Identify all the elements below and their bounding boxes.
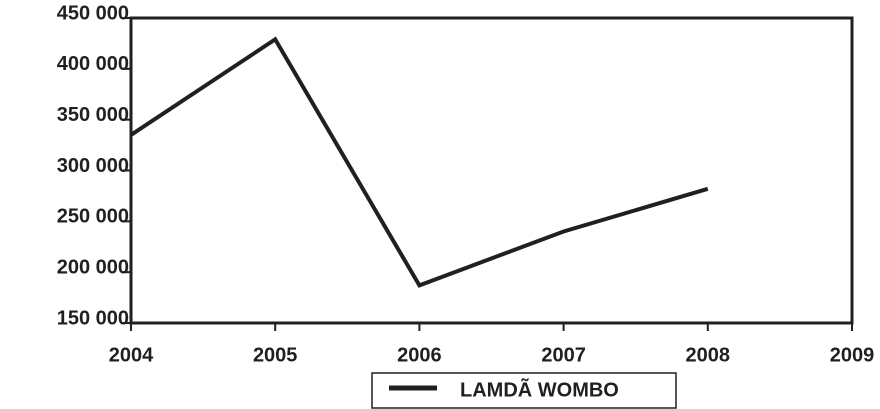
y-tick-label: 250 000 (57, 206, 129, 228)
data-line (129, 36, 709, 288)
x-tick-label: 2004 (109, 344, 154, 366)
y-tick-label: 200 000 (57, 256, 129, 278)
x-tick-label: 2006 (397, 344, 442, 366)
y-tick-label: 350 000 (57, 104, 129, 126)
x-tick-label: 2008 (686, 344, 731, 366)
y-tick-label: 450 000 (57, 2, 129, 24)
y-tick-label: 400 000 (57, 53, 129, 75)
y-tick-label: 150 000 (57, 307, 129, 329)
x-tick-label: 2009 (830, 344, 875, 366)
legend-label: LAMDÃ WOMBO (460, 378, 619, 401)
y-tick-label: 300 000 (57, 155, 129, 177)
x-tick-label: 2005 (253, 344, 298, 366)
x-tick-label: 2007 (541, 344, 586, 366)
